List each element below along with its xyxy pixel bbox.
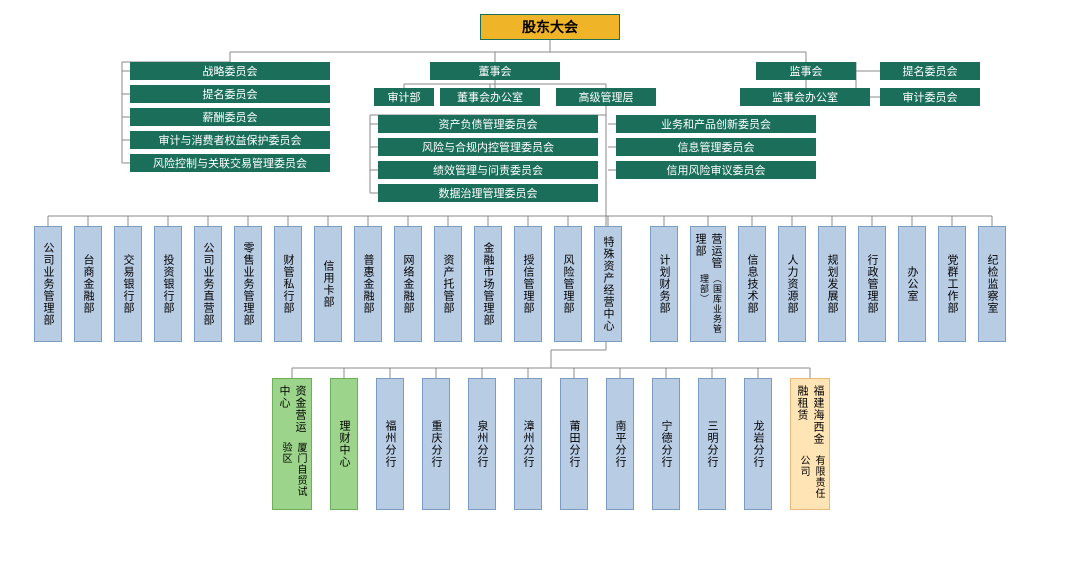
teal-box-label: 风险控制与关联交易管理委员会 xyxy=(153,155,307,171)
teal-box: 董事会办公室 xyxy=(440,88,540,106)
teal-box-label: 审计部 xyxy=(388,89,421,105)
dept-box: 金融市场管理部 xyxy=(474,226,502,342)
teal-box: 审计委员会 xyxy=(880,88,980,106)
teal-box: 高级管理层 xyxy=(556,88,656,106)
dept-box: 公司业务直营部 xyxy=(194,226,222,342)
teal-box-label: 薪酬委员会 xyxy=(203,109,258,125)
dept-box: 信用卡部 xyxy=(314,226,342,342)
dept-box: 纪检监察室 xyxy=(978,226,1006,342)
dept-box: 公司业务管理部 xyxy=(34,226,62,342)
dept-box: 网络金融部 xyxy=(394,226,422,342)
dept-box: 授信管理部 xyxy=(514,226,542,342)
branch-box: 福建海西金融租赁有限责任公司 xyxy=(790,378,830,510)
teal-box: 监事会 xyxy=(756,62,856,80)
teal-box-label: 信息管理委员会 xyxy=(678,139,755,155)
dept-box: 行政管理部 xyxy=(858,226,886,342)
teal-box-label: 审计委员会 xyxy=(903,89,958,105)
teal-box-label: 高级管理层 xyxy=(579,89,634,105)
branch-box: 三明分行 xyxy=(698,378,726,510)
teal-box-label: 提名委员会 xyxy=(203,86,258,102)
dept-box: 台商金融部 xyxy=(74,226,102,342)
teal-box-label: 监事会办公室 xyxy=(772,89,838,105)
dept-box: 投资银行部 xyxy=(154,226,182,342)
teal-box-label: 战略委员会 xyxy=(203,63,258,79)
teal-box-label: 资产负债管理委员会 xyxy=(439,116,538,132)
org-top: 股东大会 xyxy=(480,14,620,40)
branch-box: 资金营运中心厦门自贸试验区 xyxy=(272,378,312,510)
teal-box: 业务和产品创新委员会 xyxy=(616,115,816,133)
dept-box: 特殊资产经营中心 xyxy=(594,226,622,342)
dept-box: 普惠金融部 xyxy=(354,226,382,342)
branch-box: 泉州分行 xyxy=(468,378,496,510)
teal-box: 数据治理管理委员会 xyxy=(378,184,598,202)
teal-box: 董事会 xyxy=(430,62,560,80)
dept-box: 风险管理部 xyxy=(554,226,582,342)
teal-box: 审计部 xyxy=(374,88,434,106)
teal-box-label: 数据治理管理委员会 xyxy=(439,185,538,201)
teal-box: 资产负债管理委员会 xyxy=(378,115,598,133)
org-top-label: 股东大会 xyxy=(522,17,578,37)
teal-box: 战略委员会 xyxy=(130,62,330,80)
teal-box: 提名委员会 xyxy=(880,62,980,80)
teal-box: 审计与消费者权益保护委员会 xyxy=(130,131,330,149)
dept-box: 办公室 xyxy=(898,226,926,342)
dept-box: 计划财务部 xyxy=(650,226,678,342)
teal-box: 监事会办公室 xyxy=(740,88,870,106)
teal-box: 信用风险审议委员会 xyxy=(616,161,816,179)
dept-box: 规划发展部 xyxy=(818,226,846,342)
teal-box: 风险控制与关联交易管理委员会 xyxy=(130,154,330,172)
teal-box-label: 监事会 xyxy=(790,63,823,79)
dept-box: 资产托管部 xyxy=(434,226,462,342)
teal-box-label: 信用风险审议委员会 xyxy=(667,162,766,178)
branch-box: 南平分行 xyxy=(606,378,634,510)
dept-box: 交易银行部 xyxy=(114,226,142,342)
teal-box-label: 董事会 xyxy=(479,63,512,79)
dept-box: 人力资源部 xyxy=(778,226,806,342)
branch-box: 宁德分行 xyxy=(652,378,680,510)
teal-box-label: 风险与合规内控管理委员会 xyxy=(422,139,554,155)
teal-box-label: 业务和产品创新委员会 xyxy=(661,116,771,132)
teal-box-label: 董事会办公室 xyxy=(457,89,523,105)
branch-box: 福州分行 xyxy=(376,378,404,510)
dept-box: 党群工作部 xyxy=(938,226,966,342)
branch-box: 理财中心 xyxy=(330,378,358,510)
teal-box-label: 审计与消费者权益保护委员会 xyxy=(159,132,302,148)
branch-box: 莆田分行 xyxy=(560,378,588,510)
teal-box: 风险与合规内控管理委员会 xyxy=(378,138,598,156)
dept-box: 零售业务管理部 xyxy=(234,226,262,342)
teal-box-label: 绩效管理与问责委员会 xyxy=(433,162,543,178)
branch-box: 重庆分行 xyxy=(422,378,450,510)
dept-box: 营运管理部（国库业务管理部） xyxy=(690,226,726,342)
teal-box: 信息管理委员会 xyxy=(616,138,816,156)
teal-box: 薪酬委员会 xyxy=(130,108,330,126)
dept-box: 信息技术部 xyxy=(738,226,766,342)
teal-box: 提名委员会 xyxy=(130,85,330,103)
branch-box: 漳州分行 xyxy=(514,378,542,510)
dept-box: 财管私行部 xyxy=(274,226,302,342)
teal-box-label: 提名委员会 xyxy=(903,63,958,79)
branch-box: 龙岩分行 xyxy=(744,378,772,510)
teal-box: 绩效管理与问责委员会 xyxy=(378,161,598,179)
